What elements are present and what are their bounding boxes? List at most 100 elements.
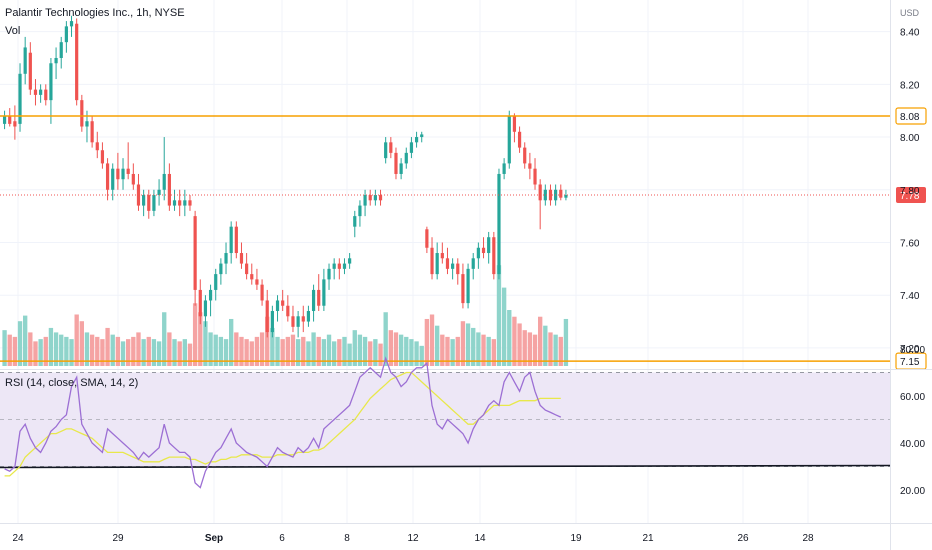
volume-bar [486, 336, 491, 366]
volume-bar [162, 312, 167, 366]
candle-body [275, 300, 280, 312]
volume-bar [538, 316, 543, 366]
volume-bar [265, 316, 270, 366]
time-tick-label: 24 [12, 533, 24, 544]
volume-bar [543, 325, 548, 366]
volume-bar [69, 339, 74, 366]
candle-body [255, 279, 259, 285]
candle-body [239, 253, 244, 264]
rsi-ma-line [4, 371, 561, 477]
candle-body [8, 115, 12, 124]
rsi-axis[interactable]: 80.00 60.00 40.00 20.00 [900, 345, 925, 497]
candle-body [564, 195, 568, 198]
volume-bar [192, 303, 198, 366]
time-tick-label: Sep [205, 533, 223, 544]
volume-bar [156, 341, 162, 366]
volume-bar [368, 341, 373, 366]
time-tick-label: 14 [474, 533, 486, 544]
candle-body [420, 134, 424, 138]
level-price-label: 8.08 [900, 112, 920, 123]
volume-bar [2, 330, 7, 366]
volume-bar [105, 327, 110, 366]
candle-body [548, 189, 553, 201]
volume-bar [79, 321, 84, 366]
price-axis[interactable]: USD 8.40 8.20 8.00 7.80 7.60 7.40 7.20 [900, 8, 920, 355]
volume-bar [476, 332, 481, 366]
candle-body [384, 142, 388, 159]
horizontal-levels[interactable]: 8.08 7.15 7.78 [0, 107, 927, 370]
candle-body [214, 274, 218, 290]
volume-bar [332, 341, 337, 366]
candle-body [198, 289, 202, 317]
candle-body [28, 52, 32, 90]
candle-body [281, 300, 285, 306]
candle-body [404, 152, 408, 164]
volume-bar [182, 339, 187, 366]
candle-body [95, 142, 99, 151]
candle-body [64, 26, 68, 43]
volume-bar [455, 336, 460, 366]
volume-bar [59, 334, 64, 366]
candle-body [2, 115, 7, 124]
volume-bar [275, 336, 280, 366]
candle-body [23, 47, 27, 74]
volume-bar [507, 310, 512, 366]
candle-body [378, 195, 383, 201]
candle-body [111, 168, 115, 190]
candle-body [348, 258, 352, 264]
volume-bar [460, 321, 466, 366]
rsi-tick-label: 60.00 [900, 392, 925, 403]
price-tick-label: 7.20 [900, 344, 920, 355]
candle-body [80, 100, 84, 127]
volume-bar [409, 339, 414, 366]
candle-body [286, 305, 290, 317]
candle-body [85, 121, 89, 127]
time-tick-label: 21 [642, 533, 654, 544]
candle-body [296, 316, 300, 327]
candle-body [435, 253, 439, 275]
candle-body [193, 216, 197, 290]
currency-label: USD [900, 8, 920, 18]
candle-body [394, 152, 398, 174]
volume-bar [424, 318, 430, 366]
volume-bar [198, 312, 203, 366]
rsi-pane [0, 356, 891, 489]
volume-bar [33, 341, 38, 366]
last-price-tag [896, 187, 926, 204]
candle-body [363, 195, 367, 206]
volume-bar [244, 339, 249, 366]
candle-body [13, 121, 17, 127]
candle-body [188, 200, 192, 206]
candle-body [208, 289, 213, 301]
candle-body [147, 195, 151, 211]
candle-body [528, 163, 532, 169]
volume-bars [2, 265, 569, 366]
volume-bar [270, 327, 275, 366]
volume-bar [378, 343, 383, 366]
volume-bar [326, 334, 332, 366]
volume-bar [342, 336, 347, 366]
last-price-label: 7.78 [900, 191, 920, 202]
candle-body [502, 163, 506, 174]
volume-bar [285, 336, 290, 366]
volume-bar [419, 345, 424, 366]
candle-body [39, 89, 43, 95]
volume-bar [12, 336, 18, 366]
candle-body [33, 89, 38, 95]
candle-body [543, 189, 547, 201]
volume-bar [136, 332, 141, 366]
volume-bar [373, 339, 378, 366]
time-axis[interactable]: 24 29 Sep 6 8 12 14 19 21 26 28 [0, 523, 932, 545]
volume-bar [218, 336, 224, 366]
volume-bar [43, 336, 48, 366]
candle-body [219, 263, 223, 275]
volume-bar [321, 339, 327, 366]
candle-body [409, 142, 414, 153]
candle-body [245, 263, 249, 275]
volume-bar [146, 336, 151, 366]
candle-body [250, 274, 254, 280]
volume-bar [347, 343, 352, 366]
candle-body [69, 21, 74, 27]
candle-body [44, 89, 48, 101]
candle-body [358, 205, 362, 217]
